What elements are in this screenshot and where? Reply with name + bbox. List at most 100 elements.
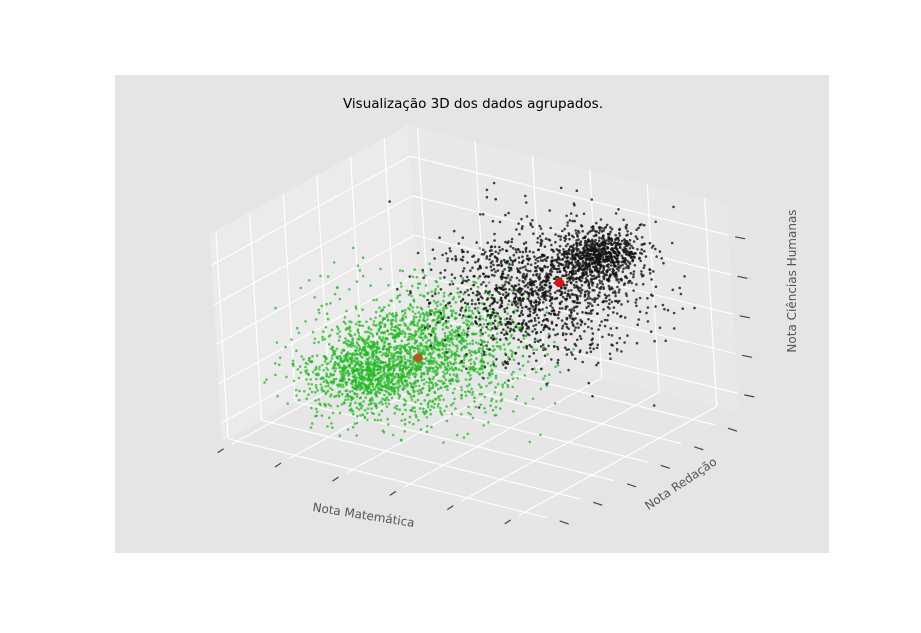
- scatter-point: [503, 310, 507, 314]
- scatter-point: [540, 323, 544, 327]
- scatter-point: [339, 385, 343, 388]
- scatter-point: [648, 268, 651, 271]
- scatter-point: [511, 385, 515, 389]
- scatter-point: [573, 219, 576, 223]
- scatter-point: [449, 382, 452, 385]
- scatter-point: [460, 396, 463, 400]
- scatter-point: [641, 275, 644, 278]
- scatter-point: [591, 240, 595, 243]
- scatter-point: [482, 307, 486, 310]
- scatter-point: [383, 331, 386, 335]
- scatter-point: [469, 374, 472, 377]
- scatter-point: [332, 377, 336, 381]
- scatter-point: [533, 328, 537, 331]
- scatter-point: [561, 263, 565, 267]
- scatter-point: [437, 402, 440, 406]
- scatter-point: [576, 322, 579, 325]
- scatter-point: [611, 344, 614, 347]
- scatter-point: [375, 355, 378, 359]
- scatter-point: [443, 315, 446, 319]
- scatter-point: [324, 356, 327, 359]
- scatter-point: [584, 290, 587, 294]
- scatter-point: [638, 296, 642, 300]
- scatter-point: [543, 354, 547, 358]
- scatter-point: [369, 284, 373, 288]
- scatter-point: [366, 372, 370, 376]
- scatter-point: [441, 338, 445, 341]
- scatter-point: [626, 230, 629, 233]
- scatter-point: [449, 324, 453, 328]
- scatter-point: [469, 269, 472, 272]
- scatter-point: [405, 348, 408, 352]
- scatter-point: [498, 286, 501, 289]
- scatter-point: [663, 307, 666, 311]
- scatter-point: [517, 269, 521, 273]
- scatter-point: [299, 371, 303, 374]
- scatter-point: [598, 287, 601, 290]
- scatter-point: [452, 362, 456, 365]
- scatter-point: [446, 326, 450, 330]
- scatter-point: [617, 208, 620, 211]
- scatter-point: [536, 340, 540, 343]
- scatter-point: [464, 378, 468, 381]
- scatter-point: [530, 289, 534, 293]
- scatter-point: [392, 360, 396, 363]
- scatter-point: [554, 333, 557, 337]
- scatter-point: [397, 323, 400, 327]
- scatter-point: [564, 338, 567, 342]
- scatter-point: [461, 298, 465, 301]
- scatter-point: [644, 255, 648, 258]
- scatter-point: [385, 390, 389, 394]
- scatter-point: [326, 425, 329, 428]
- scatter-point: [370, 378, 374, 382]
- scatter-point: [426, 324, 429, 327]
- scatter-point: [460, 388, 464, 392]
- scatter-point: [378, 314, 382, 318]
- scatter-point: [429, 359, 433, 363]
- scatter-point: [461, 364, 465, 368]
- scatter-point: [499, 305, 503, 308]
- scatter-point: [607, 266, 610, 269]
- scatter-point: [378, 335, 381, 339]
- scatter-point: [591, 284, 594, 287]
- scatter-point: [632, 289, 635, 292]
- scatter-point: [672, 311, 676, 315]
- scatter-point: [378, 321, 382, 324]
- scatter-point: [531, 225, 534, 229]
- scatter-point: [487, 334, 491, 337]
- scatter-point: [436, 321, 440, 324]
- scatter-point: [581, 253, 585, 257]
- scatter-point: [512, 328, 515, 331]
- scatter-point: [375, 406, 379, 410]
- scatter-point: [443, 409, 446, 413]
- scatter-point: [506, 259, 510, 263]
- scatter-point: [495, 337, 498, 341]
- scatter-point: [423, 316, 426, 319]
- scatter-point: [360, 378, 364, 382]
- scatter-point: [574, 257, 577, 261]
- scatter-point: [314, 318, 318, 321]
- scatter-point: [606, 255, 610, 258]
- scatter-point: [433, 346, 436, 350]
- scatter-point: [336, 325, 339, 329]
- scatter-point: [387, 423, 390, 426]
- scatter-point: [572, 348, 575, 351]
- scatter-point: [479, 315, 482, 318]
- scatter-point: [444, 378, 448, 382]
- grid-line: [295, 401, 615, 482]
- scatter-point: [401, 329, 405, 333]
- scatter-point: [356, 264, 360, 268]
- scatter-point: [509, 335, 513, 338]
- scatter-point: [446, 363, 450, 366]
- scatter-point: [514, 397, 518, 401]
- scatter-point: [625, 250, 629, 253]
- scatter-point: [541, 259, 545, 262]
- scatter-point: [607, 258, 611, 262]
- scatter-point: [641, 282, 645, 286]
- scatter-point: [394, 326, 398, 329]
- scatter-point: [417, 282, 420, 286]
- scatter-point: [370, 411, 374, 415]
- scatter-point: [381, 319, 385, 322]
- scatter-point: [574, 326, 577, 329]
- scatter-point: [524, 402, 527, 405]
